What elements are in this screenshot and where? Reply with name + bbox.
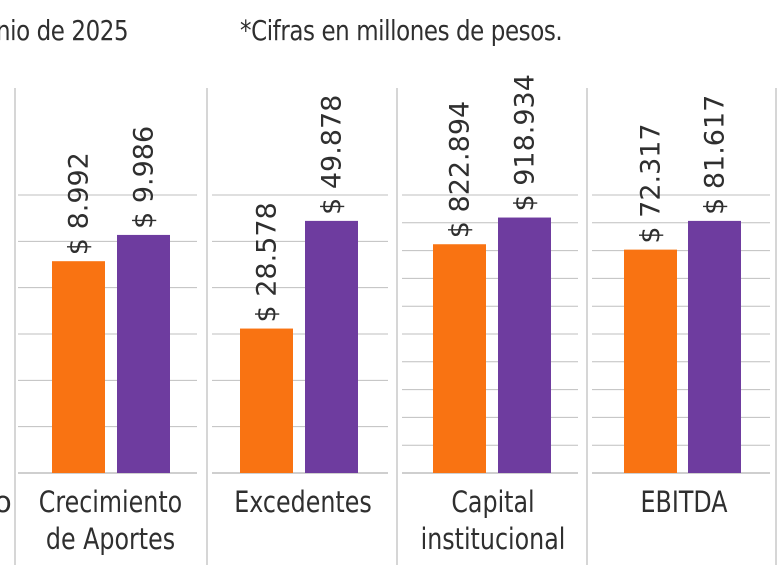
category-label: Excedentes <box>234 486 371 520</box>
bar-series-a <box>52 261 105 473</box>
data-label: $ 9.986 <box>129 126 160 229</box>
data-label: $ 822.894 <box>445 101 476 238</box>
units-note: *Cifras en millones de pesos. <box>240 14 563 47</box>
category-label: Capital <box>451 486 534 520</box>
bar-series-a <box>240 328 293 473</box>
category-label: de Aportes <box>46 523 175 557</box>
bar-series-a <box>433 244 486 473</box>
category-label: EBITDA <box>641 486 728 520</box>
bar-series-a <box>624 249 677 473</box>
data-label: $ 28.578 <box>252 202 283 322</box>
bar-series-b <box>688 220 741 473</box>
category-label: institucional <box>421 523 566 557</box>
bar-series-b <box>305 220 358 473</box>
data-label: $ 918.934 <box>510 74 541 211</box>
data-label: $ 81.617 <box>700 95 731 215</box>
category-label-clipped: o <box>0 485 12 519</box>
period-header: nio de 2025 <box>0 14 129 47</box>
category-label: Crecimiento <box>39 486 182 520</box>
bar-series-b <box>117 234 170 473</box>
data-label: $ 72.317 <box>636 123 667 243</box>
bar-series-b <box>498 217 551 473</box>
data-label: $ 8.992 <box>64 152 95 255</box>
data-label: $ 49.878 <box>317 95 348 215</box>
